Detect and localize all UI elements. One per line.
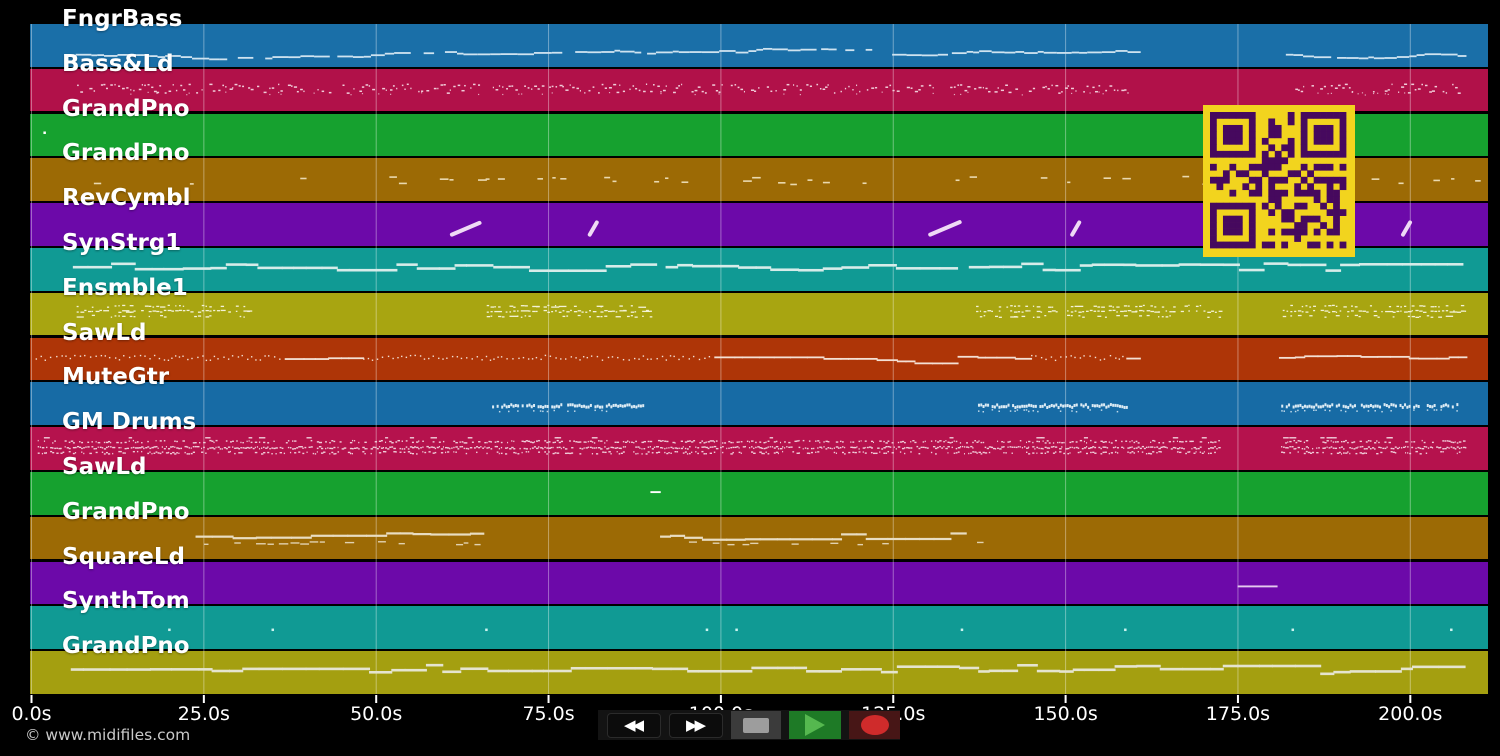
rewind-icon: ◀◀ [623, 716, 644, 734]
track-name-label: GrandPno [62, 498, 190, 525]
time-axis-label: 25.0s [177, 703, 230, 725]
fast-forward-button[interactable]: ▶▶ [669, 713, 723, 738]
track-name-label: Bass&Ld [62, 50, 174, 77]
stop-button[interactable] [731, 711, 781, 739]
track-band [30, 561, 1488, 605]
track-name-label: FngrBass [62, 6, 183, 32]
qr-code [1203, 105, 1355, 257]
record-icon [860, 715, 889, 735]
stop-icon [743, 717, 769, 733]
track-band [30, 606, 1488, 649]
time-axis-label: 50.0s [350, 703, 403, 725]
track-band [30, 292, 1488, 336]
track-name-label: GrandPno [62, 140, 190, 167]
rewind-button[interactable]: ◀◀ [607, 713, 661, 738]
track-name-label: MuteGtr [62, 364, 170, 391]
record-button[interactable] [849, 711, 900, 739]
track-name-label: GM Drums [62, 409, 197, 436]
track-name-label: GrandPno [62, 95, 190, 122]
track-name-label: SawLd [62, 454, 147, 480]
track-band [30, 651, 1488, 694]
time-axis-label: 150.0s [1033, 703, 1098, 725]
track-name-label: Ensmble1 [62, 274, 188, 301]
time-axis-label: 175.0s [1205, 703, 1271, 725]
track-name-label: GrandPno [62, 633, 190, 660]
track-name-label: SynthTom [62, 588, 190, 615]
track-band [30, 337, 1488, 381]
fast-forward-icon: ▶▶ [685, 716, 706, 734]
play-icon [805, 714, 825, 736]
track-band [30, 382, 1488, 425]
track-name-label: SquareLd [62, 543, 185, 570]
track-name-label: RevCymbl [62, 185, 191, 212]
time-axis-label: 0.0s [11, 703, 52, 725]
track-band [30, 427, 1488, 470]
track-band [30, 68, 1488, 112]
track-band [30, 516, 1488, 560]
track-name-label: SynStrg1 [62, 230, 182, 256]
transport-bar: ◀◀ ▶▶ [598, 710, 900, 740]
time-axis-label: 200.0s [1378, 703, 1443, 725]
play-button[interactable] [789, 711, 841, 739]
track-band [30, 472, 1488, 515]
track-band [30, 24, 1488, 67]
time-axis-label: 75.0s [522, 703, 575, 725]
copyright-text: © www.midifiles.com [25, 726, 191, 744]
track-name-label: SawLd [62, 319, 147, 346]
